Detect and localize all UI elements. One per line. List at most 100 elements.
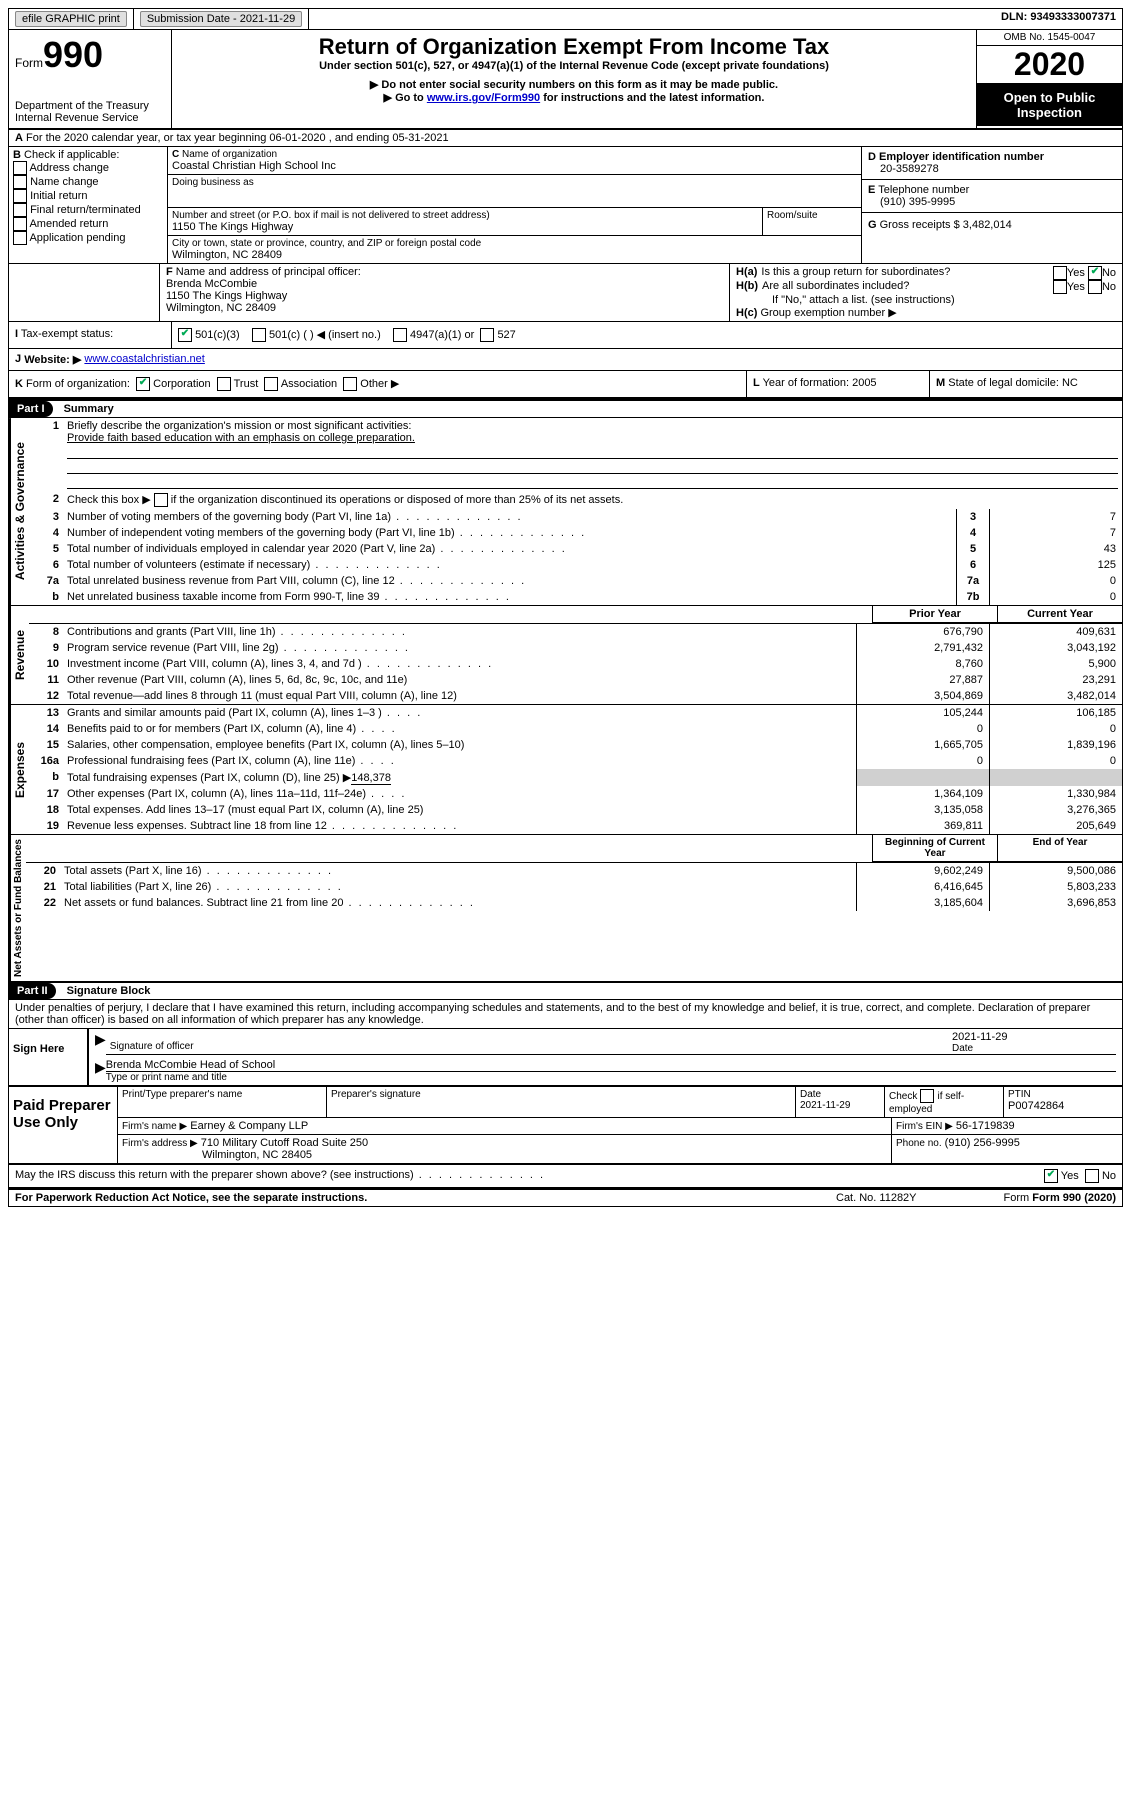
chk-self-employed[interactable] bbox=[920, 1089, 934, 1103]
l17-prior: 1,364,109 bbox=[856, 786, 989, 802]
firm-name: Earney & Company LLP bbox=[190, 1120, 308, 1132]
irs-line: Internal Revenue Service bbox=[15, 112, 165, 124]
part2-header: Part II Signature Block bbox=[9, 981, 1122, 1000]
l12-prior: 3,504,869 bbox=[856, 688, 989, 704]
chk-501c[interactable] bbox=[252, 328, 266, 342]
chk-application-pending[interactable] bbox=[13, 231, 27, 245]
chk-hb-yes[interactable] bbox=[1053, 280, 1067, 294]
chk-other[interactable] bbox=[343, 377, 357, 391]
chk-final-return[interactable] bbox=[13, 203, 27, 217]
l19-prior: 369,811 bbox=[856, 818, 989, 834]
prep-sig-label: Preparer's signature bbox=[331, 1089, 791, 1100]
l18-prior: 3,135,058 bbox=[856, 802, 989, 818]
opt-501c3: 501(c)(3) bbox=[195, 329, 240, 341]
l17-current: 1,330,984 bbox=[989, 786, 1122, 802]
l9-prior: 2,791,432 bbox=[856, 640, 989, 656]
tax-year-range: For the 2020 calendar year, or tax year … bbox=[26, 132, 449, 144]
state-domicile-label: State of legal domicile: bbox=[948, 377, 1059, 389]
chk-amended[interactable] bbox=[13, 217, 27, 231]
label-city: City or town, state or province, country… bbox=[172, 238, 857, 249]
chk-ha-no[interactable] bbox=[1088, 266, 1102, 280]
hc-label: Group exemption number ▶ bbox=[760, 307, 896, 319]
l16b-value: 148,378 bbox=[351, 772, 391, 785]
officer-addr1: 1150 The Kings Highway bbox=[166, 290, 723, 302]
submission-date: Submission Date - 2021-11-29 bbox=[134, 9, 309, 29]
q4-label: Number of independent voting members of … bbox=[63, 525, 956, 541]
opt-527: 527 bbox=[497, 329, 515, 341]
sig-date-value: 2021-11-29 bbox=[952, 1031, 1112, 1043]
opt-name-change: Name change bbox=[30, 176, 99, 188]
footer-form: Form 990 (2020) bbox=[1032, 1192, 1116, 1204]
l10-current: 5,900 bbox=[989, 656, 1122, 672]
ha-yes: Yes bbox=[1067, 267, 1085, 279]
identity-block: B Check if applicable: Address change Na… bbox=[9, 147, 1122, 264]
chk-hb-no[interactable] bbox=[1088, 280, 1102, 294]
sig-name-title: Brenda McCombie Head of School bbox=[106, 1059, 1116, 1072]
l11-current: 23,291 bbox=[989, 672, 1122, 688]
chk-assoc[interactable] bbox=[264, 377, 278, 391]
chk-discuss-yes[interactable] bbox=[1044, 1169, 1058, 1183]
label-org-name: Name of organization bbox=[182, 149, 277, 160]
l16b-prior-gray bbox=[856, 769, 989, 786]
form-header: Form990 Department of the Treasury Inter… bbox=[9, 30, 1122, 130]
firm-ein: 56-1719839 bbox=[956, 1120, 1015, 1132]
efile-print[interactable]: efile GRAPHIC print bbox=[9, 9, 134, 29]
label-phone: Telephone number bbox=[878, 184, 969, 196]
chk-discuss-no[interactable] bbox=[1085, 1169, 1099, 1183]
opt-initial: Initial return bbox=[30, 190, 87, 202]
l22-begin: 3,185,604 bbox=[856, 895, 989, 911]
gross-receipts: 3,482,014 bbox=[963, 219, 1012, 231]
chk-4947a1[interactable] bbox=[393, 328, 407, 342]
top-bar: efile GRAPHIC print Submission Date - 20… bbox=[9, 9, 1122, 30]
hdr-end: End of Year bbox=[997, 835, 1122, 862]
link-irs-form990[interactable]: www.irs.gov/Form990 bbox=[427, 92, 540, 104]
chk-527[interactable] bbox=[480, 328, 494, 342]
label-gross: Gross receipts $ bbox=[880, 219, 960, 231]
l13-current: 106,185 bbox=[989, 705, 1122, 721]
footer-pra: For Paperwork Reduction Act Notice, see … bbox=[15, 1192, 836, 1204]
dept-line: Department of the Treasury bbox=[15, 100, 165, 112]
section-netassets: Net Assets or Fund Balances Beginning of… bbox=[9, 835, 1122, 981]
year-formation: 2005 bbox=[852, 377, 876, 389]
part2-label: Part II bbox=[9, 983, 56, 999]
chk-trust[interactable] bbox=[217, 377, 231, 391]
note-goto-pre: ▶ Go to bbox=[384, 92, 427, 104]
form-word: Form bbox=[15, 56, 43, 70]
ha-question: Is this a group return for subordinates? bbox=[757, 266, 1053, 280]
prep-date-value: 2021-11-29 bbox=[800, 1100, 880, 1111]
chk-name-change[interactable] bbox=[13, 175, 27, 189]
website-link[interactable]: www.coastalchristian.net bbox=[84, 353, 204, 366]
check-if-applicable: Check if applicable: bbox=[24, 149, 119, 161]
org-name: Coastal Christian High School Inc bbox=[172, 160, 857, 172]
hb-no: No bbox=[1102, 281, 1116, 293]
sig-officer-label: Signature of officer bbox=[106, 1031, 948, 1054]
section-h: H(a) Is this a group return for subordin… bbox=[730, 264, 1122, 321]
l11-prior: 27,887 bbox=[856, 672, 989, 688]
q1-value: Provide faith based education with an em… bbox=[67, 432, 415, 444]
l17-label: Other expenses (Part IX, column (A), lin… bbox=[63, 786, 856, 802]
section-b: B Check if applicable: Address change Na… bbox=[9, 147, 168, 263]
section-j: J Website: ▶ www.coastalchristian.net bbox=[9, 349, 1122, 371]
chk-address-change[interactable] bbox=[13, 161, 27, 175]
chk-ha-yes[interactable] bbox=[1053, 266, 1067, 280]
sidebar-expenses: Expenses bbox=[9, 705, 29, 834]
label-f: F bbox=[166, 266, 173, 278]
l14-label: Benefits paid to or for members (Part IX… bbox=[63, 721, 856, 737]
sign-here-block: Sign Here ▶ Signature of officer 2021-11… bbox=[9, 1028, 1122, 1087]
q2-pre: Check this box ▶ bbox=[67, 494, 151, 506]
q7b-label: Net unrelated business taxable income fr… bbox=[63, 589, 956, 605]
l11-label: Other revenue (Part VIII, column (A), li… bbox=[63, 672, 856, 688]
q5-label: Total number of individuals employed in … bbox=[63, 541, 956, 557]
officer-name: Brenda McCombie bbox=[166, 278, 723, 290]
label-hc: H(c) bbox=[736, 307, 757, 319]
ha-no: No bbox=[1102, 267, 1116, 279]
l9-current: 3,043,192 bbox=[989, 640, 1122, 656]
chk-discontinued[interactable] bbox=[154, 493, 168, 507]
chk-initial-return[interactable] bbox=[13, 189, 27, 203]
l21-begin: 6,416,645 bbox=[856, 879, 989, 895]
opt-assoc: Association bbox=[281, 378, 337, 390]
l14-current: 0 bbox=[989, 721, 1122, 737]
chk-501c3[interactable] bbox=[178, 328, 192, 342]
chk-corp[interactable] bbox=[136, 377, 150, 391]
l14-prior: 0 bbox=[856, 721, 989, 737]
